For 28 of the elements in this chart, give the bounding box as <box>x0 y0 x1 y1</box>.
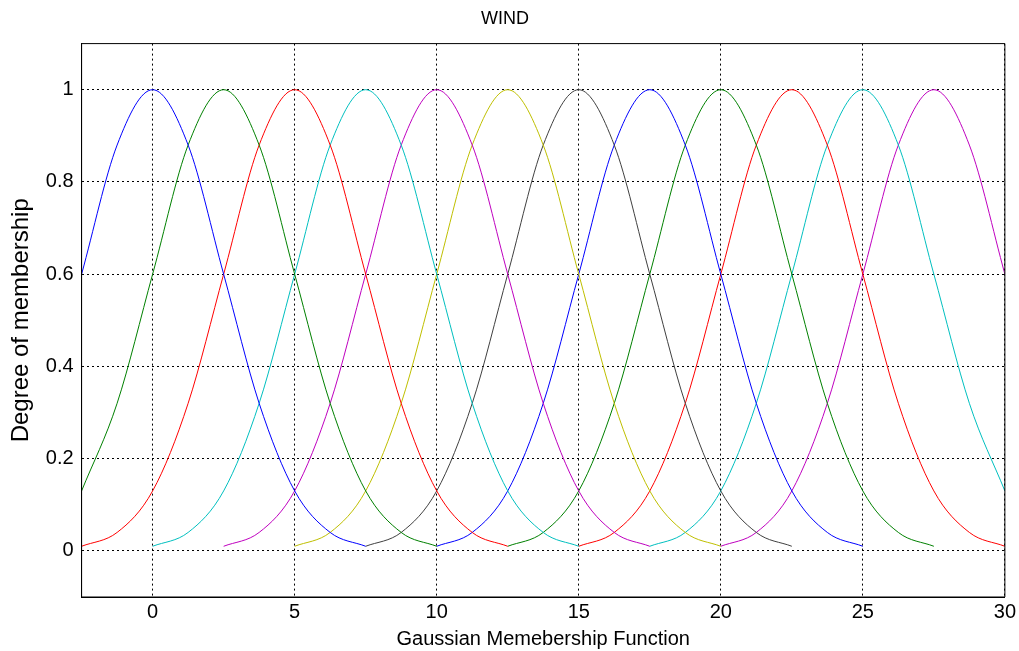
line-series <box>223 89 651 547</box>
x-tick-label: 15 <box>567 599 590 622</box>
line-series <box>649 89 1005 547</box>
x-tick-label: 20 <box>709 599 732 622</box>
y-tick-label: 0.2 <box>45 446 74 469</box>
y-tick-label: 1 <box>62 77 74 100</box>
line-series <box>507 89 935 547</box>
line-series <box>81 89 367 547</box>
x-tick-label: 10 <box>425 599 448 622</box>
line-series <box>81 89 438 547</box>
x-axis-title: Gaussian Memebership Function <box>396 626 690 649</box>
x-tick-label: 25 <box>851 599 874 622</box>
line-series <box>578 89 1005 547</box>
line-series <box>294 89 722 547</box>
y-tick-label: 0.8 <box>45 169 74 192</box>
line-series <box>365 89 793 547</box>
chart-title: WIND <box>481 7 529 28</box>
y-tick-label: 0 <box>62 538 74 561</box>
line-series <box>81 89 509 547</box>
x-tick-label: 0 <box>147 599 159 622</box>
line-series <box>436 89 864 547</box>
x-tick-label: 5 <box>289 599 301 622</box>
y-tick-label: 0.4 <box>45 353 74 376</box>
y-tick-label: 0.6 <box>45 261 74 284</box>
line-series <box>152 89 580 547</box>
x-tick-label: 30 <box>993 599 1016 622</box>
line-series <box>720 89 1005 547</box>
y-axis-title: Degree of membership <box>6 198 34 443</box>
